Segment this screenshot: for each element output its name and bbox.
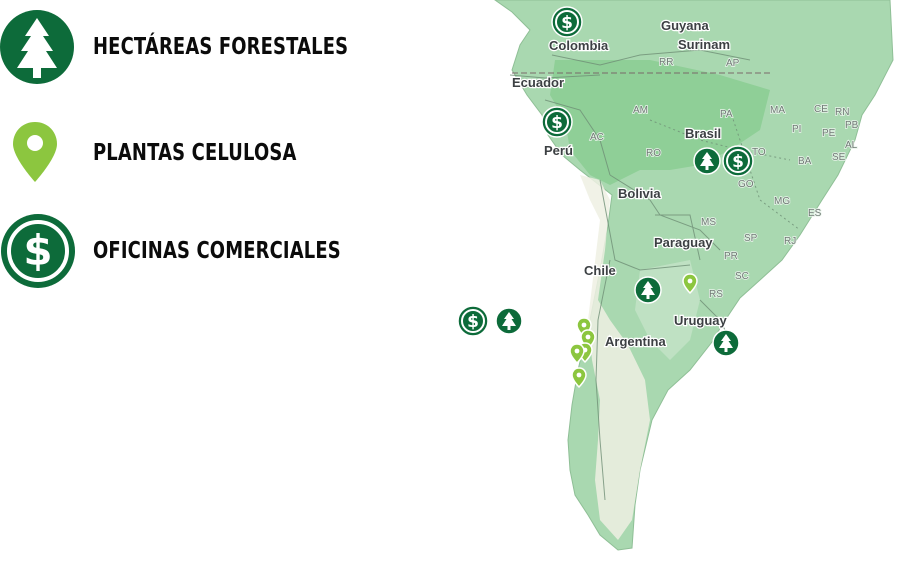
state-label: AC	[590, 132, 604, 143]
tree-icon[interactable]	[712, 329, 740, 357]
state-label: MS	[701, 217, 716, 228]
state-label: RN	[835, 107, 849, 118]
country-label-peru: Perú	[544, 143, 573, 158]
state-label: TO	[752, 147, 766, 158]
country-label-ecuador: Ecuador	[512, 75, 564, 90]
tree-icon	[0, 10, 74, 84]
south-america-map[interactable]: $ RR AP AM PA MA CE RN PB PI PE	[440, 0, 902, 567]
state-label: MA	[770, 105, 785, 116]
svg-text:$: $	[23, 226, 52, 275]
legend-label-office: OFICINAS COMERCIALES	[93, 238, 341, 264]
country-label-brasil: Brasil	[685, 126, 721, 141]
state-label: RS	[709, 289, 723, 300]
state-label: SE	[832, 152, 846, 163]
map-pin-icon	[13, 122, 57, 182]
state-label: SP	[744, 233, 758, 244]
country-label-chile: Chile	[584, 263, 616, 278]
state-label: AL	[845, 140, 858, 151]
state-label: MG	[774, 196, 790, 207]
country-label-colombia: Colombia	[549, 38, 609, 53]
tree-icon[interactable]	[693, 147, 721, 175]
country-label-argentina: Argentina	[605, 334, 666, 349]
state-label: PB	[845, 120, 859, 131]
legend-item-plant: PLANTAS CELULOSA	[0, 120, 354, 186]
legend-label-forest: HECTÁREAS FORESTALES	[93, 34, 349, 60]
state-label: AP	[726, 58, 740, 69]
state-labels: RR AP AM PA MA CE RN PB PI PE AL SE AC R…	[589, 56, 859, 301]
state-label: ES	[808, 208, 822, 219]
dollar-icon: $	[1, 214, 75, 288]
country-label-surinam: Surinam	[678, 37, 730, 52]
country-label-guyana: Guyana	[661, 18, 709, 33]
dollar-icon[interactable]	[551, 6, 583, 38]
state-label: RJ	[784, 236, 796, 247]
state-label: GO	[738, 179, 754, 190]
tree-icon[interactable]	[495, 307, 523, 335]
map-legend: HECTÁREAS FORESTALES PLANTAS CELULOSA $ …	[0, 0, 420, 300]
state-label: PE	[822, 128, 836, 139]
state-label: SC	[735, 271, 749, 282]
state-label: RR	[659, 57, 673, 68]
state-label: RO	[646, 148, 661, 159]
legend-item-forest: HECTÁREAS FORESTALES	[0, 10, 420, 84]
dollar-icon[interactable]	[457, 305, 489, 337]
state-label: CE	[814, 104, 828, 115]
country-label-paraguay: Paraguay	[654, 235, 713, 250]
arid-region	[580, 175, 650, 540]
state-label: AM	[633, 105, 648, 116]
tree-icon[interactable]	[634, 276, 662, 304]
country-borders	[509, 49, 801, 501]
state-label: PR	[724, 251, 738, 262]
state-label: PA	[720, 109, 733, 120]
country-labels: Guyana Surinam Colombia Ecuador Perú Bra…	[511, 17, 731, 350]
state-label: BA	[798, 156, 812, 167]
dollar-icon[interactable]	[541, 106, 573, 138]
legend-label-plant: PLANTAS CELULOSA	[93, 140, 297, 166]
legend-item-office: $ OFICINAS COMERCIALES	[0, 213, 411, 289]
dollar-icon[interactable]	[722, 145, 754, 177]
state-label: PI	[792, 124, 801, 135]
country-label-uruguay: Uruguay	[674, 313, 728, 328]
country-label-bolivia: Bolivia	[618, 186, 661, 201]
